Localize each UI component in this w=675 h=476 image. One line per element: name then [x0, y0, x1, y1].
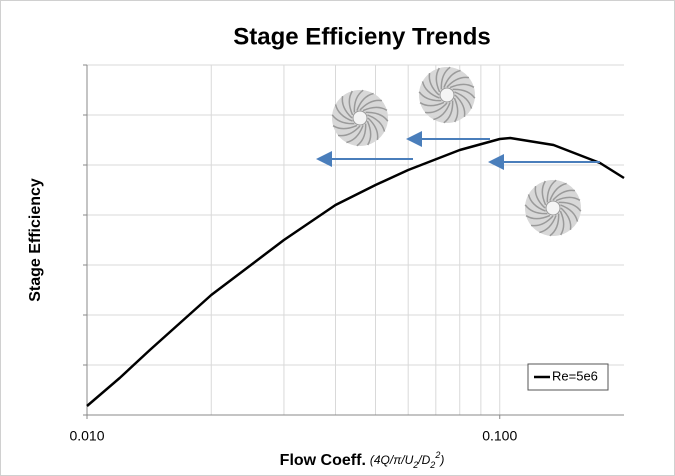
impeller-blade: [428, 72, 440, 96]
impeller-blade: [332, 124, 358, 130]
impeller-blade: [549, 182, 567, 201]
impeller-blade: [558, 201, 582, 212]
y-axis-label: Stage Efficiency: [27, 178, 44, 302]
impeller-blade: [424, 102, 448, 114]
impeller-blade: [366, 120, 372, 146]
impeller-blade: [443, 69, 461, 88]
x-tick-label: 0.100: [482, 428, 517, 444]
annotations: [316, 66, 600, 237]
impeller-blade: [549, 213, 560, 237]
impeller-blade: [433, 102, 451, 121]
impeller-blade: [334, 104, 353, 122]
x-axis-formula: ): [438, 453, 444, 467]
chart-title: Stage Efficieny Trends: [233, 23, 490, 50]
impeller-blade: [353, 89, 364, 113]
impeller-blade: [454, 91, 473, 109]
impeller-blade: [555, 196, 581, 202]
impeller-blade: [546, 179, 557, 203]
x-axis-formula: 2: [412, 460, 418, 470]
impeller-blade: [362, 106, 388, 112]
impeller-blade: [552, 189, 576, 201]
impeller-image: [524, 179, 582, 237]
impeller-blade: [453, 97, 459, 123]
x-axis-label: Flow Coeff. (4Q/π/U2/D22): [280, 450, 445, 470]
impeller-blade: [560, 207, 572, 231]
impeller-blade: [348, 90, 354, 116]
impeller-blade: [419, 101, 445, 107]
line: [86, 136, 625, 407]
x-axis-title: Flow Coeff.: [280, 452, 366, 469]
impeller-blade: [560, 204, 579, 222]
x-tick-label: 0.010: [69, 428, 104, 444]
impeller-blade: [435, 67, 441, 93]
impeller-blade: [530, 215, 554, 227]
impeller-blade: [559, 210, 565, 236]
impeller-blade: [541, 180, 547, 206]
x-axis-formula: 2: [429, 460, 435, 470]
impeller-blade: [449, 83, 475, 89]
impeller-blade: [341, 95, 353, 119]
impeller-blade: [331, 114, 355, 125]
impeller-blade: [418, 91, 442, 102]
impeller-blade: [337, 125, 361, 137]
impeller-blade: [446, 76, 470, 88]
x-axis-formula: (4Q/π/U: [370, 453, 414, 467]
impeller-blade: [454, 94, 466, 118]
impeller-blade: [525, 214, 551, 220]
impeller-blade: [367, 114, 386, 132]
impeller-image: [418, 66, 476, 124]
x-axis-formula: /D: [417, 453, 430, 467]
impeller-blade: [365, 111, 389, 122]
impeller-blade: [452, 88, 476, 99]
impeller-blade: [346, 125, 364, 144]
impeller-blade: [527, 194, 546, 212]
impeller-hub: [352, 110, 368, 126]
impeller-blade: [356, 123, 367, 147]
impeller-blade: [356, 92, 374, 111]
legend-label: Re=5e6: [552, 368, 598, 383]
impeller-blade: [359, 99, 383, 111]
impeller-blade: [534, 185, 546, 209]
impeller-blade: [440, 66, 451, 90]
impeller-hub: [439, 87, 455, 103]
x-axis-formula: 2: [434, 450, 440, 460]
impeller-blade: [421, 81, 440, 99]
impeller-blade: [539, 215, 557, 234]
impeller-blade: [443, 100, 454, 124]
impeller-hub: [545, 200, 561, 216]
impeller-blade: [524, 204, 548, 215]
impeller-blade: [367, 117, 379, 141]
impeller-image: [331, 89, 389, 147]
